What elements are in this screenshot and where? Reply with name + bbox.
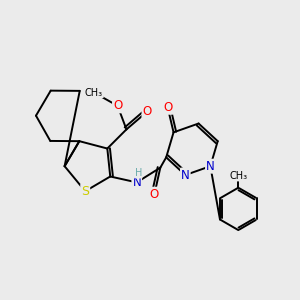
Text: O: O (142, 105, 152, 118)
Text: N: N (181, 169, 190, 182)
Text: O: O (150, 188, 159, 201)
Text: O: O (113, 99, 122, 112)
Text: N: N (132, 176, 141, 189)
Text: CH₃: CH₃ (85, 88, 103, 98)
Text: S: S (81, 185, 89, 198)
Text: N: N (206, 160, 215, 173)
Text: CH₃: CH₃ (229, 171, 248, 181)
Text: H: H (134, 168, 142, 178)
Text: O: O (163, 101, 172, 114)
